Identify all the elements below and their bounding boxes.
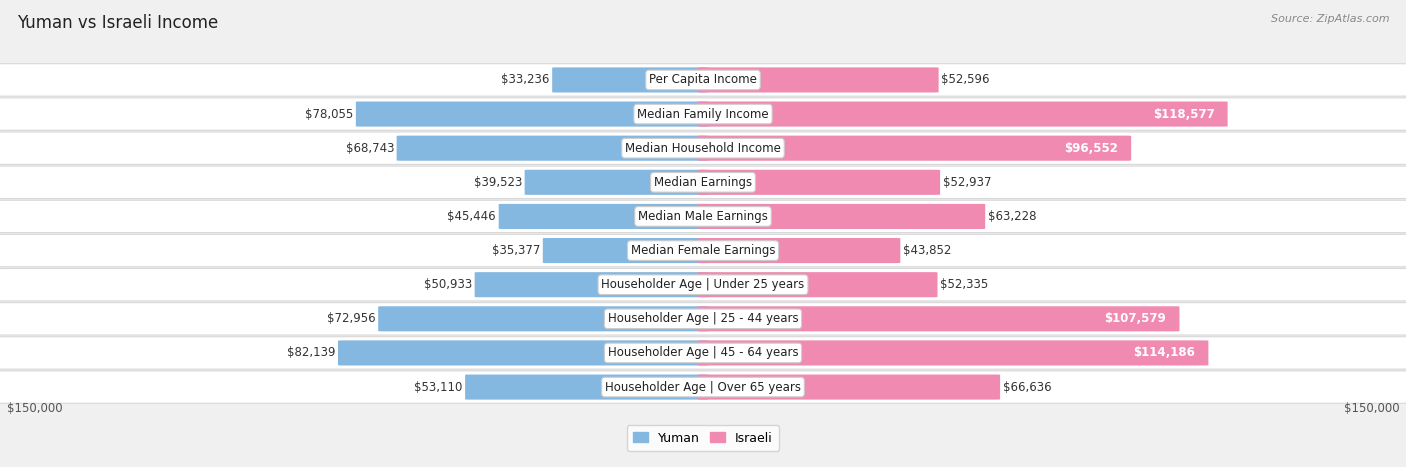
- FancyBboxPatch shape: [378, 306, 709, 332]
- Text: $96,552: $96,552: [1064, 142, 1118, 155]
- Text: $72,956: $72,956: [328, 312, 375, 325]
- Text: $63,228: $63,228: [988, 210, 1036, 223]
- FancyBboxPatch shape: [697, 306, 1180, 332]
- FancyBboxPatch shape: [0, 269, 1406, 301]
- FancyBboxPatch shape: [337, 340, 709, 366]
- Text: $150,000: $150,000: [1344, 402, 1399, 415]
- Text: $150,000: $150,000: [7, 402, 62, 415]
- FancyBboxPatch shape: [396, 135, 709, 161]
- FancyBboxPatch shape: [0, 234, 1406, 267]
- Text: $68,743: $68,743: [346, 142, 394, 155]
- Text: $78,055: $78,055: [305, 107, 353, 120]
- Text: Householder Age | Under 25 years: Householder Age | Under 25 years: [602, 278, 804, 291]
- FancyBboxPatch shape: [465, 375, 709, 400]
- FancyBboxPatch shape: [697, 340, 1208, 366]
- Text: $33,236: $33,236: [501, 73, 550, 86]
- Text: Source: ZipAtlas.com: Source: ZipAtlas.com: [1271, 14, 1389, 24]
- Legend: Yuman, Israeli: Yuman, Israeli: [627, 425, 779, 451]
- Text: Median Female Earnings: Median Female Earnings: [631, 244, 775, 257]
- FancyBboxPatch shape: [0, 200, 1406, 233]
- Text: $45,446: $45,446: [447, 210, 496, 223]
- FancyBboxPatch shape: [553, 67, 709, 92]
- Text: $107,579: $107,579: [1105, 312, 1167, 325]
- FancyBboxPatch shape: [697, 272, 938, 297]
- FancyBboxPatch shape: [524, 170, 709, 195]
- FancyBboxPatch shape: [697, 170, 941, 195]
- Text: Per Capita Income: Per Capita Income: [650, 73, 756, 86]
- FancyBboxPatch shape: [697, 238, 900, 263]
- Text: $43,852: $43,852: [903, 244, 952, 257]
- Text: Median Household Income: Median Household Income: [626, 142, 780, 155]
- Text: $118,577: $118,577: [1153, 107, 1215, 120]
- Text: $52,335: $52,335: [941, 278, 988, 291]
- FancyBboxPatch shape: [0, 337, 1406, 369]
- FancyBboxPatch shape: [697, 67, 939, 92]
- FancyBboxPatch shape: [0, 371, 1406, 403]
- Text: Median Family Income: Median Family Income: [637, 107, 769, 120]
- FancyBboxPatch shape: [0, 64, 1406, 96]
- FancyBboxPatch shape: [697, 204, 986, 229]
- Text: Yuman vs Israeli Income: Yuman vs Israeli Income: [17, 14, 218, 32]
- Text: $52,596: $52,596: [941, 73, 990, 86]
- Text: Householder Age | Over 65 years: Householder Age | Over 65 years: [605, 381, 801, 394]
- Text: $50,933: $50,933: [423, 278, 472, 291]
- FancyBboxPatch shape: [475, 272, 709, 297]
- FancyBboxPatch shape: [0, 303, 1406, 335]
- Text: Householder Age | 25 - 44 years: Householder Age | 25 - 44 years: [607, 312, 799, 325]
- Text: Median Male Earnings: Median Male Earnings: [638, 210, 768, 223]
- FancyBboxPatch shape: [356, 101, 709, 127]
- Text: Median Earnings: Median Earnings: [654, 176, 752, 189]
- FancyBboxPatch shape: [0, 166, 1406, 198]
- Text: $35,377: $35,377: [492, 244, 540, 257]
- Text: $66,636: $66,636: [1002, 381, 1052, 394]
- Text: $82,139: $82,139: [287, 347, 336, 360]
- FancyBboxPatch shape: [0, 98, 1406, 130]
- FancyBboxPatch shape: [0, 132, 1406, 164]
- FancyBboxPatch shape: [697, 135, 1132, 161]
- Text: $39,523: $39,523: [474, 176, 522, 189]
- FancyBboxPatch shape: [697, 101, 1227, 127]
- Text: $52,937: $52,937: [943, 176, 991, 189]
- FancyBboxPatch shape: [499, 204, 709, 229]
- Text: $114,186: $114,186: [1133, 347, 1195, 360]
- FancyBboxPatch shape: [543, 238, 709, 263]
- FancyBboxPatch shape: [697, 375, 1000, 400]
- Text: $53,110: $53,110: [415, 381, 463, 394]
- Text: Householder Age | 45 - 64 years: Householder Age | 45 - 64 years: [607, 347, 799, 360]
